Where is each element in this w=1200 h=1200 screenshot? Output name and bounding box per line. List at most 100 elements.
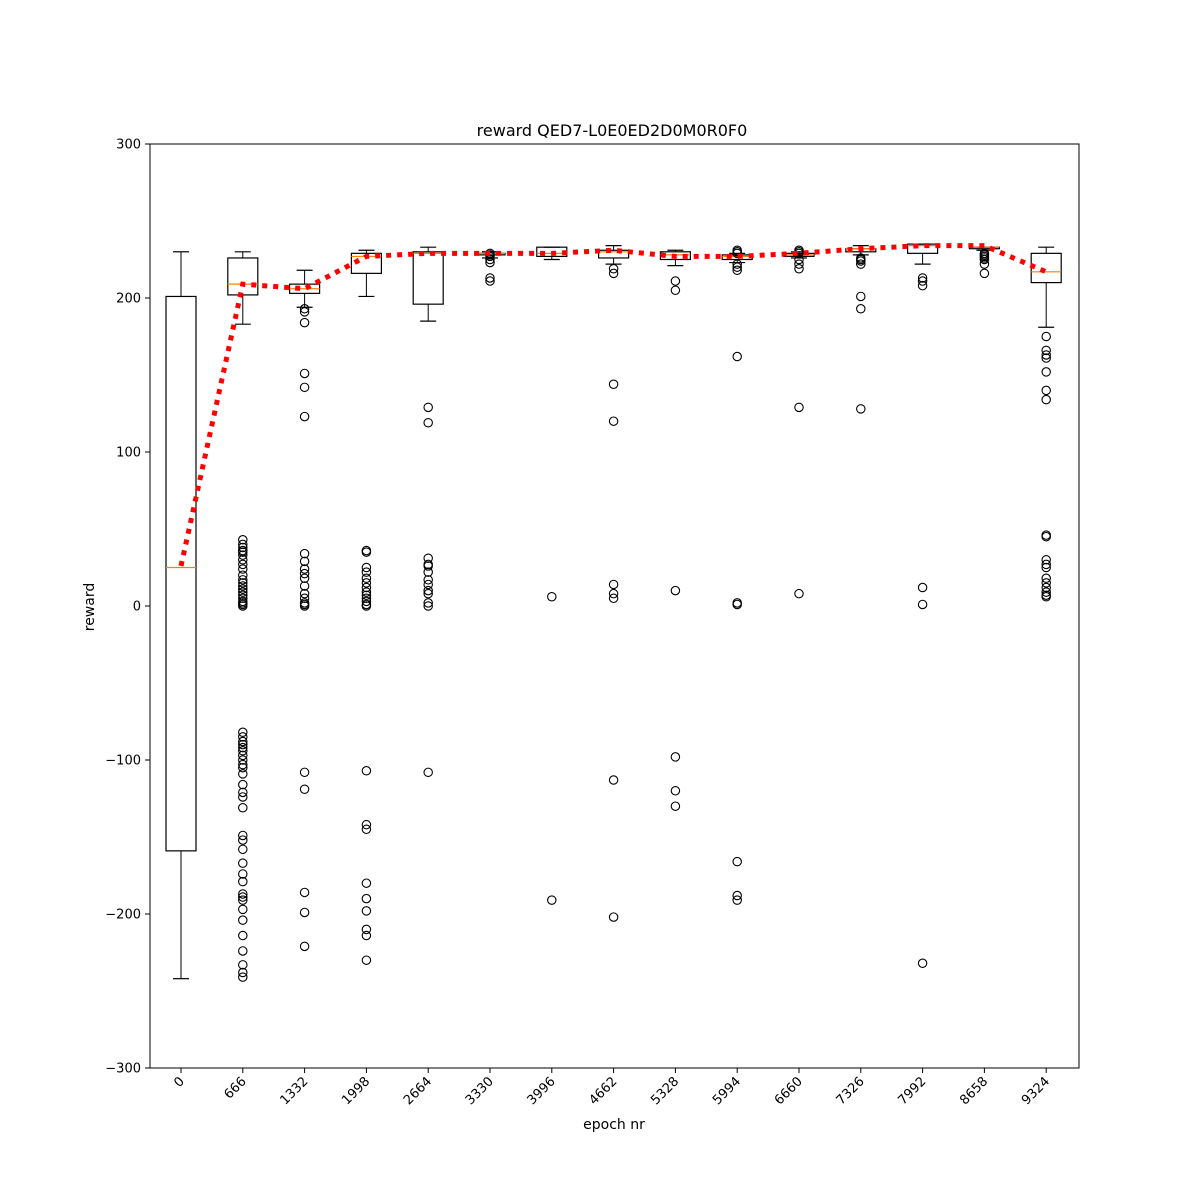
outlier-point bbox=[917, 273, 928, 283]
outlier-point bbox=[1041, 592, 1051, 602]
outlier-point bbox=[238, 593, 248, 604]
outlier-point bbox=[794, 402, 804, 413]
outlier-point bbox=[1041, 562, 1051, 573]
outlier-point bbox=[299, 317, 310, 328]
outlier-point bbox=[361, 562, 372, 573]
outlier-point bbox=[732, 262, 742, 272]
outlier-point bbox=[732, 259, 742, 269]
outlier-point bbox=[238, 967, 248, 978]
outlier-point bbox=[361, 906, 372, 916]
outlier-point bbox=[238, 792, 248, 802]
outlier-point bbox=[732, 599, 742, 610]
outlier-point bbox=[485, 257, 495, 268]
outlier-point bbox=[979, 259, 990, 269]
outlier-point bbox=[238, 876, 248, 887]
outlier-point bbox=[299, 307, 310, 317]
outlier-point bbox=[1041, 394, 1051, 405]
outlier-point bbox=[917, 280, 928, 291]
outlier-point bbox=[299, 568, 310, 579]
outlier-point bbox=[608, 579, 619, 590]
outlier-point bbox=[361, 893, 372, 904]
box-group-0 bbox=[165, 251, 197, 980]
outlier-point bbox=[238, 802, 248, 813]
outlier-point bbox=[361, 547, 372, 557]
outlier-point bbox=[238, 746, 248, 756]
outlier-point bbox=[238, 547, 248, 557]
outlier-point bbox=[608, 379, 619, 389]
outlier-point bbox=[238, 844, 248, 855]
outlier-point bbox=[361, 593, 372, 604]
box-iqr bbox=[350, 252, 382, 274]
outlier-point bbox=[856, 404, 866, 414]
outlier-point bbox=[299, 411, 310, 422]
outlier-point bbox=[732, 248, 742, 259]
outlier-point bbox=[238, 769, 248, 779]
outlier-point bbox=[423, 553, 433, 564]
outlier-point bbox=[238, 575, 248, 585]
outlier-point bbox=[238, 550, 248, 560]
outlier-point bbox=[238, 732, 248, 742]
outlier-point bbox=[856, 304, 866, 314]
outlier-point bbox=[1041, 331, 1051, 342]
outlier-point bbox=[299, 382, 310, 393]
outlier-point bbox=[423, 575, 433, 585]
outlier-point bbox=[423, 567, 433, 577]
outlier-point bbox=[299, 593, 310, 604]
outlier-point bbox=[361, 573, 372, 584]
outlier-point bbox=[238, 584, 248, 594]
outlier-point bbox=[608, 263, 619, 274]
outlier-point bbox=[238, 779, 248, 790]
y-tick-label: −300 bbox=[105, 1062, 141, 1077]
outlier-point bbox=[485, 273, 495, 283]
box-iqr bbox=[659, 251, 692, 261]
outlier-point bbox=[238, 960, 248, 970]
outlier-point bbox=[608, 593, 619, 604]
outlier-point bbox=[856, 256, 866, 266]
outlier-point bbox=[423, 417, 433, 428]
outlier-point bbox=[917, 276, 928, 286]
outlier-point bbox=[238, 601, 248, 611]
outlier-point bbox=[361, 924, 372, 935]
box-iqr bbox=[412, 251, 444, 305]
outlier-point bbox=[423, 561, 433, 571]
outlier-point bbox=[547, 592, 557, 602]
outlier-point bbox=[732, 890, 742, 901]
outlier-point bbox=[670, 801, 681, 811]
outlier-point bbox=[547, 895, 557, 905]
outlier-point bbox=[423, 767, 433, 778]
outlier-point bbox=[856, 291, 866, 302]
outlier-point bbox=[238, 587, 248, 597]
outlier-point bbox=[238, 895, 248, 905]
outlier-point bbox=[1041, 353, 1051, 363]
outlier-point bbox=[238, 590, 248, 600]
outlier-point bbox=[361, 766, 372, 776]
outlier-point bbox=[361, 578, 372, 588]
outlier-point bbox=[732, 351, 742, 362]
outlier-point bbox=[238, 535, 248, 545]
outlier-point bbox=[238, 559, 248, 570]
outlier-point bbox=[299, 304, 310, 314]
outlier-point bbox=[238, 564, 248, 574]
outlier-point bbox=[608, 268, 619, 279]
outlier-point bbox=[917, 599, 928, 610]
outlier-point bbox=[238, 750, 248, 761]
outlier-point bbox=[608, 912, 619, 922]
box-iqr bbox=[906, 243, 939, 254]
outlier-point bbox=[608, 416, 619, 426]
outlier-point bbox=[238, 835, 248, 845]
outlier-point bbox=[1041, 578, 1051, 588]
outlier-point bbox=[608, 775, 619, 785]
outlier-point bbox=[238, 736, 248, 747]
outlier-point bbox=[1041, 345, 1051, 356]
outlier-point bbox=[794, 588, 804, 599]
outlier-point bbox=[238, 869, 248, 879]
outlier-point bbox=[979, 268, 990, 279]
outlier-point bbox=[794, 259, 804, 269]
outlier-point bbox=[670, 585, 681, 596]
outlier-point bbox=[299, 887, 310, 898]
outlier-point bbox=[670, 786, 681, 796]
outlier-point bbox=[361, 601, 372, 611]
outlier-point bbox=[1041, 555, 1051, 565]
outlier-point bbox=[238, 581, 248, 591]
